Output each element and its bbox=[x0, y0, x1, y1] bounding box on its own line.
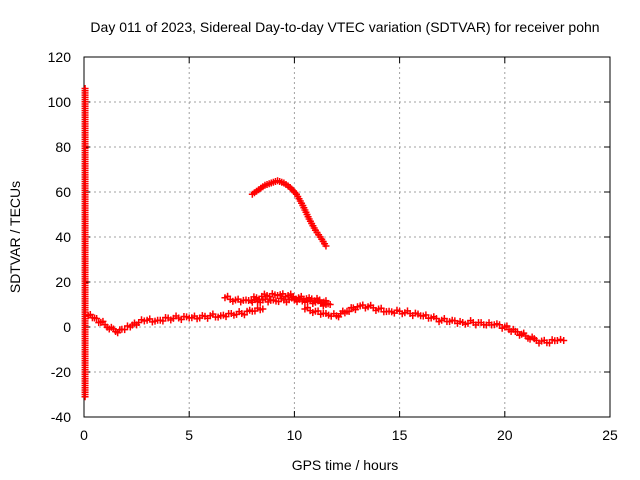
x-tick-label: 0 bbox=[80, 427, 88, 443]
data-point bbox=[417, 311, 433, 322]
data-point bbox=[322, 242, 330, 250]
data-point bbox=[354, 301, 369, 312]
y-tick-label: -20 bbox=[51, 364, 71, 380]
data-point bbox=[396, 307, 411, 318]
x-axis-label: GPS time / hours bbox=[292, 457, 399, 473]
data-point bbox=[259, 305, 267, 313]
data-point bbox=[385, 306, 401, 317]
y-tick-label: 60 bbox=[55, 184, 71, 200]
data-point bbox=[490, 320, 506, 332]
data-point bbox=[227, 308, 243, 319]
data-points bbox=[81, 85, 568, 401]
data-point bbox=[299, 202, 312, 221]
series-main-track bbox=[84, 304, 267, 337]
data-point bbox=[305, 215, 318, 232]
x-axis-ticks: 0 5 10 15 20 25 bbox=[80, 57, 618, 443]
data-point bbox=[301, 304, 317, 317]
data-point bbox=[427, 313, 443, 326]
chart-title: Day 011 of 2023, Sidereal Day-to-day VTE… bbox=[90, 19, 599, 35]
data-point bbox=[560, 337, 568, 344]
y-tick-label: 20 bbox=[55, 274, 71, 290]
data-point bbox=[311, 297, 327, 310]
data-point bbox=[322, 301, 330, 308]
x-tick-label: 15 bbox=[392, 427, 408, 443]
y-axis-label: SDTVAR / TECUs bbox=[7, 181, 23, 293]
data-point bbox=[301, 297, 317, 308]
x-tick-label: 25 bbox=[602, 427, 618, 443]
data-point bbox=[81, 85, 89, 365]
data-point bbox=[269, 295, 285, 306]
data-point bbox=[448, 316, 464, 327]
series-outliers bbox=[81, 85, 89, 401]
series-upper-band bbox=[221, 290, 334, 308]
plot-frame bbox=[83, 56, 611, 418]
y-tick-label: 0 bbox=[63, 319, 71, 335]
data-point bbox=[221, 292, 237, 305]
x-tick-label: 10 bbox=[287, 427, 303, 443]
grid-lines bbox=[84, 57, 610, 417]
series-late-track bbox=[301, 301, 568, 347]
data-point bbox=[343, 304, 359, 315]
series-arc bbox=[248, 177, 330, 250]
data-point bbox=[196, 312, 212, 322]
data-point bbox=[91, 314, 107, 327]
y-axis-ticks: -40 -20 0 20 40 60 80 100 120 bbox=[48, 49, 610, 425]
data-point bbox=[238, 306, 254, 319]
data-point bbox=[255, 183, 267, 194]
y-tick-label: 40 bbox=[55, 229, 71, 245]
data-point bbox=[480, 319, 496, 329]
x-tick-label: 5 bbox=[185, 427, 193, 443]
data-point bbox=[217, 310, 233, 321]
data-point bbox=[175, 313, 191, 324]
y-tick-label: 80 bbox=[55, 139, 71, 155]
data-point bbox=[364, 301, 380, 314]
data-point bbox=[318, 235, 329, 248]
data-point bbox=[322, 310, 338, 320]
data-point bbox=[332, 307, 349, 321]
data-point bbox=[553, 335, 565, 344]
data-point bbox=[248, 187, 261, 198]
data-point bbox=[118, 322, 131, 334]
data-point bbox=[290, 295, 306, 306]
data-point bbox=[81, 393, 89, 401]
data-point bbox=[543, 336, 559, 347]
series-middle-band bbox=[248, 294, 330, 310]
y-tick-label: -40 bbox=[51, 409, 71, 425]
y-tick-label: 100 bbox=[48, 94, 72, 110]
data-point bbox=[154, 314, 170, 325]
x-tick-label: 20 bbox=[497, 427, 513, 443]
y-tick-label: 120 bbox=[48, 49, 72, 65]
